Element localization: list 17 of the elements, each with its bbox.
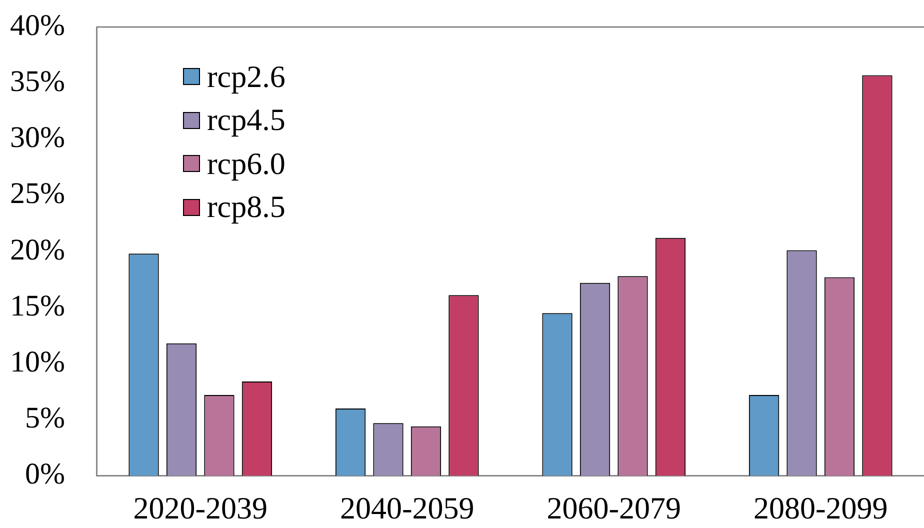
legend-label: rcp6.0 xyxy=(206,146,286,182)
legend-label: rcp2.6 xyxy=(206,58,286,95)
x-tick-label: 2060-2079 xyxy=(546,490,682,526)
y-tick-label: 30% xyxy=(10,121,65,154)
y-tick-label: 5% xyxy=(24,402,65,435)
x-tick-label: 2080-2099 xyxy=(753,490,888,526)
y-tick-label: 20% xyxy=(10,233,65,266)
y-tick-label: 0% xyxy=(24,458,65,491)
x-tick-label: 2020-2039 xyxy=(133,490,268,526)
legend-label: rcp4.5 xyxy=(206,102,286,138)
y-tick-label: 40% xyxy=(10,8,65,42)
x-tick-label: 2040-2059 xyxy=(340,490,474,526)
legend-label: rcp8.5 xyxy=(206,189,286,226)
y-tick-label: 15% xyxy=(10,289,65,322)
y-tick-label: 10% xyxy=(10,345,65,378)
y-tick-label: 35% xyxy=(10,64,65,98)
y-tick-label: 25% xyxy=(10,177,65,210)
